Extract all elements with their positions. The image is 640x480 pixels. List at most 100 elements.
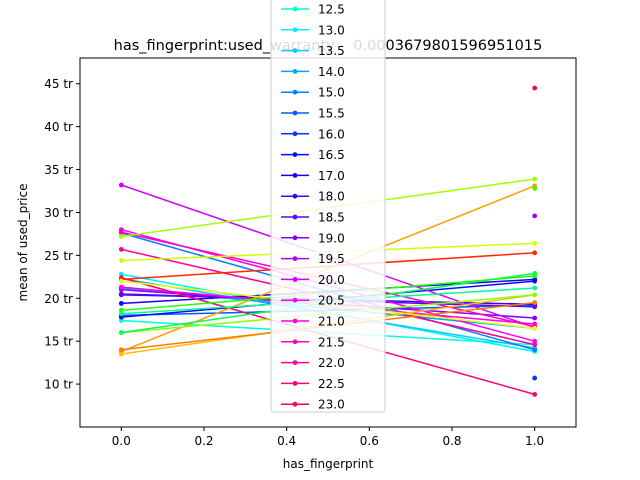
legend-marker — [292, 173, 298, 178]
y-tick-label: 45 tr — [44, 77, 73, 91]
data-point — [532, 325, 538, 331]
series-16.0 — [532, 375, 538, 381]
x-tick-label: 0.6 — [360, 434, 379, 448]
data-point — [118, 229, 124, 235]
y-tick-label: 20 tr — [44, 292, 73, 306]
data-point — [532, 315, 538, 321]
legend-label: 23.0 — [318, 398, 345, 412]
legend-entry: 13.5 — [281, 44, 345, 58]
data-point — [532, 347, 538, 353]
data-point — [118, 271, 124, 277]
data-point — [532, 250, 538, 256]
legend-marker — [292, 381, 298, 386]
y-tick-label: 30 tr — [44, 206, 73, 220]
legend-entry: 22.0 — [281, 356, 345, 370]
data-point — [118, 318, 124, 323]
legend-marker — [292, 277, 298, 282]
legend-label: 14.0 — [318, 65, 345, 79]
data-point — [532, 186, 538, 191]
legend-marker — [292, 131, 298, 137]
legend-entry: 23.0 — [281, 398, 345, 412]
plot-area — [118, 85, 538, 397]
data-point — [118, 301, 124, 306]
legend-label: 22.0 — [318, 356, 345, 370]
x-tick-label: 0.4 — [277, 434, 296, 448]
legend-marker — [292, 48, 298, 53]
data-point — [118, 278, 124, 284]
data-point — [118, 258, 124, 263]
legend-label: 18.5 — [318, 211, 345, 225]
data-point — [118, 182, 124, 188]
legend-entry: 19.5 — [281, 252, 345, 266]
legend-label: 12.5 — [318, 3, 345, 17]
legend-entry: 18.0 — [281, 190, 345, 204]
legend-marker — [292, 152, 298, 158]
legend-marker — [292, 318, 298, 324]
legend-marker — [292, 401, 298, 407]
data-point — [118, 234, 124, 239]
x-tick-label: 0.8 — [442, 434, 461, 448]
data-point — [118, 351, 124, 357]
series-19.5 — [532, 213, 538, 219]
legend-label: 20.5 — [318, 294, 345, 308]
legend-label: 20.0 — [318, 273, 345, 287]
legend-label: 19.0 — [318, 231, 345, 245]
legend-entry: 17.0 — [281, 169, 345, 183]
data-point — [118, 330, 124, 336]
data-point — [532, 240, 538, 246]
legend-marker — [292, 89, 298, 95]
data-point — [532, 391, 538, 397]
data-point — [532, 285, 538, 291]
legend-label: 22.5 — [318, 377, 345, 391]
legend-entry: 21.5 — [281, 335, 345, 349]
legend-marker — [292, 297, 298, 303]
y-axis: 10 tr 15 tr 20 tr 25 tr 30 tr 35 tr 40 tr 45 tr — [44, 77, 80, 392]
data-point — [532, 277, 538, 282]
y-tick-label: 10 tr — [44, 378, 73, 392]
legend-label: 19.5 — [318, 252, 345, 266]
legend-marker — [292, 339, 298, 345]
legend-label: 15.0 — [318, 86, 345, 100]
y-axis-label: mean of used_price — [16, 184, 30, 302]
legend-entry: 16.5 — [281, 148, 345, 162]
data-point — [532, 176, 538, 182]
legend-label: 15.5 — [318, 107, 345, 121]
legend-entry: 20.0 — [281, 273, 345, 287]
x-axis: 0.0 0.2 0.4 0.6 0.8 1.0 — [112, 427, 544, 448]
legend-box — [270, 0, 386, 413]
legend-entry: 20.5 — [281, 294, 345, 308]
legend-marker — [292, 27, 298, 33]
legend-entry: 18.5 — [281, 211, 345, 225]
legend-label: 13.5 — [318, 44, 345, 58]
y-tick-label: 35 tr — [44, 163, 73, 177]
data-point — [118, 246, 124, 252]
y-tick-label: 15 tr — [44, 335, 73, 349]
legend-marker — [292, 6, 298, 12]
legend-entry: 22.5 — [281, 377, 345, 391]
data-point — [118, 291, 124, 297]
legend-entry: 19.0 — [281, 231, 345, 245]
data-point — [118, 314, 124, 320]
legend-marker — [292, 360, 298, 365]
legend-label: 21.0 — [318, 315, 345, 329]
legend-label: 16.5 — [318, 148, 345, 162]
data-point — [532, 273, 538, 279]
legend-entry: 13.0 — [281, 23, 345, 37]
data-point — [532, 300, 538, 305]
x-tick-label: 0.0 — [112, 434, 131, 448]
legend-label: 17.0 — [318, 169, 345, 183]
legend-entry: 14.0 — [281, 65, 345, 79]
data-point — [532, 213, 538, 219]
legend-marker — [292, 256, 298, 261]
legend-marker — [292, 69, 298, 74]
data-point — [118, 307, 124, 313]
data-point — [532, 342, 538, 348]
legend-entry: 15.0 — [281, 86, 345, 100]
data-point — [532, 338, 538, 344]
data-point — [532, 292, 538, 298]
legend-entry: 16.0 — [281, 127, 345, 141]
data-point — [118, 311, 124, 317]
data-point — [532, 85, 538, 91]
x-tick-label: 0.2 — [194, 434, 213, 448]
